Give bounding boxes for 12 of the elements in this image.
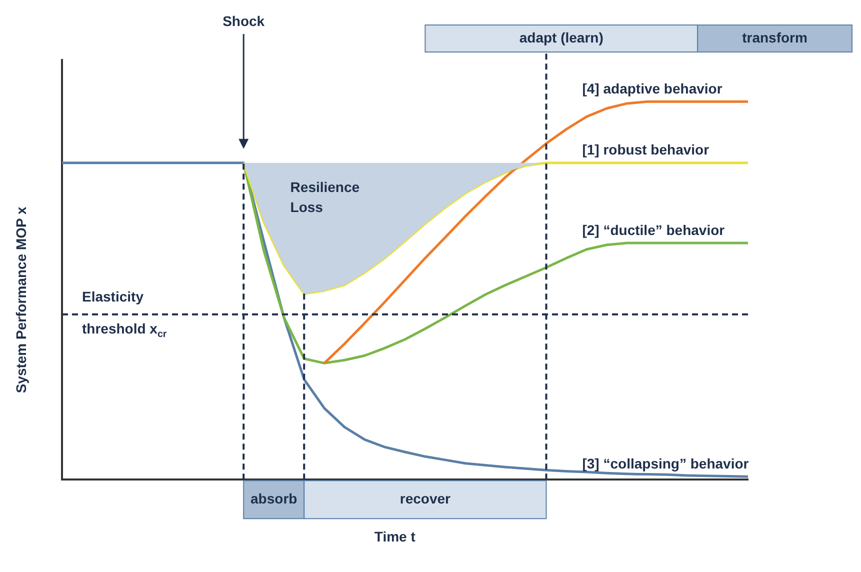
series-label: [3] “collapsing” behavior xyxy=(582,455,750,472)
text: adapt (learn) xyxy=(519,29,604,46)
y-axis-title: System Performance MOP x xyxy=(12,206,29,394)
series-label: [1] robust behavior xyxy=(582,142,710,158)
text: Shock xyxy=(222,12,265,29)
series-label: [2] “ductile” behavior xyxy=(582,222,726,238)
annotation: Resilience Loss xyxy=(290,179,360,216)
text: absorb xyxy=(250,490,298,506)
x-axis-title: Time t xyxy=(374,528,416,544)
text: transform xyxy=(742,29,808,46)
series-label: [4] adaptive behavior xyxy=(582,80,723,96)
text: recover xyxy=(400,490,452,506)
